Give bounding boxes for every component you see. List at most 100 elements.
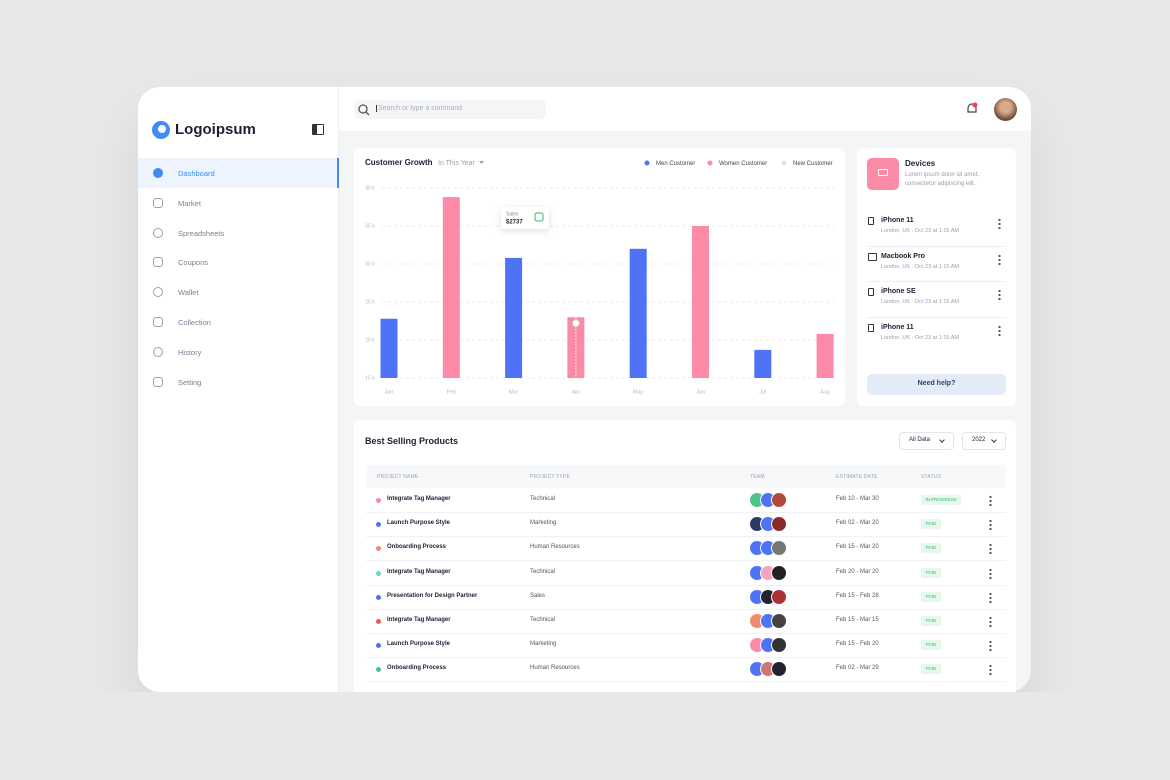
- help-label: Need help?: [917, 380, 956, 387]
- table-cell: Feb 15 - Feb 20: [836, 641, 879, 648]
- status-label: PAID: [925, 666, 937, 672]
- device-menu[interactable]: [998, 218, 1001, 229]
- nav-item[interactable]: [138, 367, 339, 397]
- device-menu[interactable]: [998, 253, 1001, 265]
- search-box[interactable]: [354, 100, 546, 119]
- device-menu[interactable]: [998, 289, 1001, 300]
- filter-dropdown[interactable]: [899, 432, 954, 450]
- legend-dot: [707, 160, 713, 166]
- status-label: PAID: [925, 618, 937, 623]
- row-menu[interactable]: [989, 616, 992, 627]
- device-menu[interactable]: [998, 324, 1001, 336]
- status-badge: [921, 640, 941, 651]
- team-avatar: [771, 516, 787, 533]
- column-header: ESTIMATE DATE: [836, 474, 878, 480]
- legend-label: Men Customer: [656, 161, 695, 167]
- x-tick-label: Jun: [696, 389, 705, 395]
- status-badge: [921, 519, 941, 530]
- status-label: PAID: [925, 593, 937, 599]
- chart-filter: In This Year: [438, 160, 476, 167]
- row-menu[interactable]: [989, 591, 992, 603]
- bar: [505, 257, 523, 378]
- filter-caret: [479, 161, 484, 164]
- y-tick-label: 15 k: [365, 375, 375, 381]
- brand: Logoipsum: [175, 121, 256, 138]
- y-tick-label: 35 k: [365, 223, 375, 229]
- nav-item[interactable]: [138, 337, 339, 367]
- column-header: STATUS: [921, 474, 942, 480]
- row-divider: [366, 608, 1006, 610]
- project-name: Integrate Tag Manager: [387, 496, 451, 502]
- x-tick-label: Jan: [385, 389, 394, 395]
- help-button[interactable]: [867, 374, 1006, 395]
- y-tick-label: 20 k: [365, 337, 375, 343]
- row-dot: [376, 522, 381, 528]
- nav-item[interactable]: [138, 188, 339, 218]
- table-cell: Technical: [530, 617, 556, 623]
- nav-icon: [153, 257, 163, 268]
- row-divider: [366, 512, 1006, 513]
- user-avatar[interactable]: [994, 98, 1017, 121]
- table-cell: Marketing: [530, 641, 557, 648]
- device-name: iPhone SE: [881, 288, 916, 295]
- filter-label: All Data: [909, 437, 931, 443]
- project-name: Integrate Tag Manager: [387, 568, 451, 575]
- device-divider: [867, 316, 1006, 318]
- notification-bell[interactable]: [965, 102, 979, 116]
- bar: [442, 197, 460, 378]
- team-avatar: [771, 564, 787, 581]
- row-menu[interactable]: [989, 664, 992, 676]
- table-cell: Technical: [530, 568, 556, 575]
- collapse-button[interactable]: [312, 124, 324, 135]
- device-name: iPhone 11: [881, 323, 914, 331]
- table-cell: Feb 20 - Mar 20: [836, 568, 879, 575]
- legend-dot: [781, 160, 787, 166]
- x-tick-label: May: [633, 389, 644, 395]
- device-icon: [868, 288, 874, 296]
- row-menu[interactable]: [989, 543, 992, 555]
- row-menu[interactable]: [989, 519, 992, 531]
- tooltip-icon: [534, 212, 544, 222]
- filter-dropdown[interactable]: [962, 432, 1006, 450]
- row-menu[interactable]: [989, 495, 992, 506]
- status-badge: [921, 664, 941, 675]
- table-title: Best Selling Products: [365, 436, 459, 446]
- row-divider: [366, 633, 1006, 634]
- nav-item[interactable]: [138, 277, 339, 307]
- team-avatar: [771, 588, 787, 605]
- status-badge: [921, 616, 941, 626]
- nav-icon: [153, 317, 163, 327]
- table-cell: Technical: [530, 496, 556, 502]
- x-tick-label: Aug: [820, 389, 830, 395]
- project-name: Onboarding Process: [387, 544, 447, 551]
- nav-item[interactable]: [138, 247, 339, 277]
- table-header-row: [366, 465, 1006, 488]
- table-cell: Feb 15 - Feb 28: [836, 592, 879, 599]
- row-menu[interactable]: [989, 567, 992, 579]
- nav-icon: [153, 287, 163, 298]
- nav-label: Setting: [178, 377, 202, 387]
- row-dot: [376, 570, 381, 576]
- team-avatar: [771, 637, 787, 654]
- row-divider: [366, 584, 1006, 586]
- nav-item[interactable]: [138, 158, 339, 188]
- device-detail: London, UK · Oct 23 at 1:15 AM: [881, 263, 959, 270]
- nav-icon: [153, 227, 163, 238]
- nav-item[interactable]: [138, 218, 339, 248]
- x-tick-label: Mar: [509, 389, 519, 395]
- search-placeholder: Search or type a command: [376, 105, 463, 112]
- row-dot: [376, 594, 381, 600]
- nav-label: Wallet: [178, 288, 199, 298]
- x-tick-label: Feb: [447, 389, 456, 395]
- team-avatar: [771, 540, 787, 557]
- tooltip-value: $2737: [506, 220, 523, 226]
- tooltip-box: [501, 207, 549, 229]
- row-menu[interactable]: [989, 640, 992, 652]
- bar: [629, 248, 647, 378]
- row-dot: [376, 643, 381, 649]
- nav-item[interactable]: [138, 307, 339, 337]
- legend-label: Women Customer: [719, 161, 767, 167]
- x-tick-label: Apr: [572, 389, 581, 395]
- tooltip-point: [571, 319, 580, 328]
